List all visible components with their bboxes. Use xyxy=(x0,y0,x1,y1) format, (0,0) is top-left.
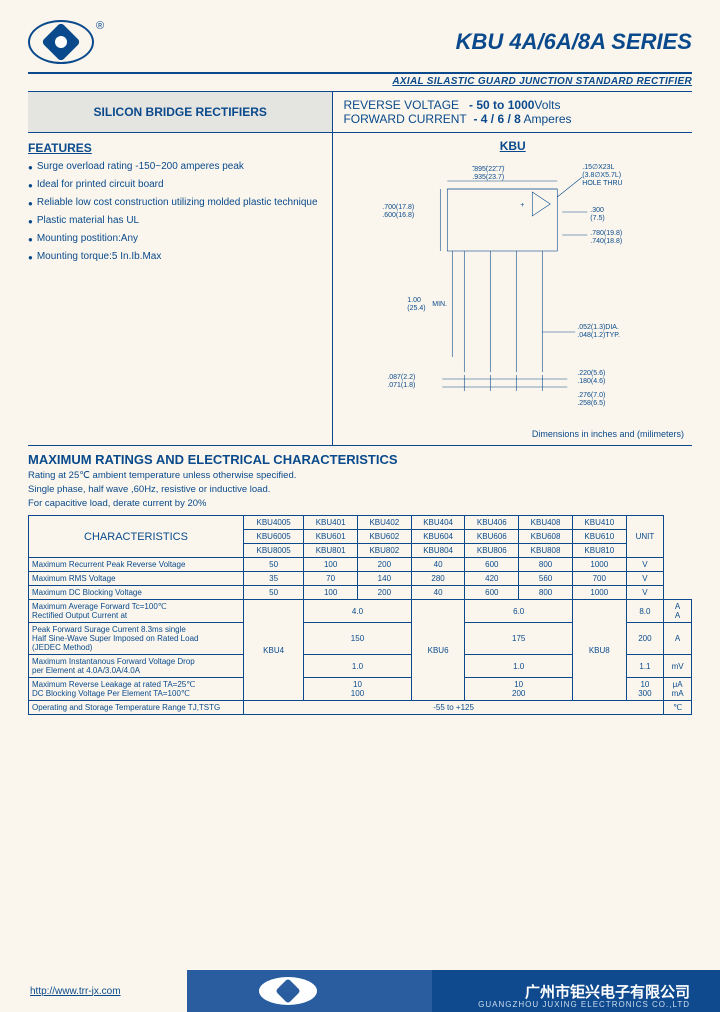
pn: KBU404 xyxy=(411,516,465,530)
footer-url[interactable]: http://www.trr-jx.com xyxy=(30,986,121,997)
pn: KBU802 xyxy=(357,544,411,558)
pn: KBU608 xyxy=(519,530,573,544)
rv-label: REVERSE VOLTAGE xyxy=(343,98,459,112)
note: Single phase, half wave ,60Hz, resistive… xyxy=(28,484,692,495)
svg-text:.15∅X23L: .15∅X23L xyxy=(583,164,615,171)
fc-unit: Amperes xyxy=(523,112,571,126)
section-heading: MAXIMUM RATINGS AND ELECTRICAL CHARACTER… xyxy=(28,452,692,467)
svg-text:MIN.: MIN. xyxy=(433,301,448,308)
feature-item: Plastic material has UL xyxy=(28,215,326,229)
company-logo xyxy=(28,20,94,64)
table-row: Maximum Average Forward Tc=100℃ Rectifie… xyxy=(29,600,692,623)
pn: KBU806 xyxy=(465,544,519,558)
svg-text:(3.8∅X5.7L): (3.8∅X5.7L) xyxy=(583,172,622,179)
svg-text:(7.5): (7.5) xyxy=(591,215,605,222)
dimension-drawing: + .935(23.7) .895(22.7) .15∅X23L (3.8∅X5… xyxy=(341,157,684,422)
svg-text:.600(16.8): .600(16.8) xyxy=(383,212,415,219)
pn: KBU6005 xyxy=(244,530,304,544)
feature-item: Mounting postition:Any xyxy=(28,233,326,247)
svg-text:.740(18.8): .740(18.8) xyxy=(591,238,623,245)
spec-table: CHARACTERISTICS KBU4005KBU401KBU402KBU40… xyxy=(28,515,692,715)
svg-text:.180(4.6): .180(4.6) xyxy=(578,378,606,385)
feature-item: Mounting torque:5 In.Ib.Max xyxy=(28,251,326,265)
table-row: Maximum DC Blocking Voltage5010020040600… xyxy=(29,586,692,600)
pn: KBU410 xyxy=(572,516,626,530)
rv-unit: Volts xyxy=(534,98,560,112)
svg-text:.258(6.5): .258(6.5) xyxy=(578,400,606,407)
pn: KBU804 xyxy=(411,544,465,558)
feature-item: Reliable low cost construction utilizing… xyxy=(28,197,326,211)
rv-val: - 50 to 1000 xyxy=(469,98,534,112)
diagram-label: KBU xyxy=(341,139,684,153)
content-row: FEATURES Surge overload rating -150~200 … xyxy=(28,133,692,446)
pn: KBU808 xyxy=(519,544,573,558)
pn: KBU401 xyxy=(304,516,358,530)
pn: KBU4005 xyxy=(244,516,304,530)
table-row: Operating and Storage Temperature Range … xyxy=(29,701,692,715)
pn: KBU810 xyxy=(572,544,626,558)
pn: KBU601 xyxy=(304,530,358,544)
pn: KBU801 xyxy=(304,544,358,558)
note: For capacitive load, derate current by 2… xyxy=(28,498,692,509)
svg-text:.048(1.2)TYP.: .048(1.2)TYP. xyxy=(578,332,621,339)
note: Rating at 25℃ ambient temperature unless… xyxy=(28,470,692,481)
svg-text:+: + xyxy=(521,202,525,209)
footer-company-en: GUANGZHOU JUXING ELECTRONICS CO.,LTD xyxy=(478,1000,690,1009)
features-panel: FEATURES Surge overload rating -150~200 … xyxy=(28,133,333,445)
svg-text:.087(2.2): .087(2.2) xyxy=(388,374,416,381)
svg-text:.220(5.6): .220(5.6) xyxy=(578,370,606,377)
svg-text:.052(1.3)DIA.: .052(1.3)DIA. xyxy=(578,324,620,331)
pn: KBU408 xyxy=(519,516,573,530)
footer-company-cn: 广州市钜兴电子有限公司 xyxy=(525,981,690,1002)
svg-text:.700(17.8): .700(17.8) xyxy=(383,204,415,211)
pn: KBU604 xyxy=(411,530,465,544)
svg-text:.780(19.8): .780(19.8) xyxy=(591,230,623,237)
unit-header: UNIT xyxy=(626,516,663,558)
features-heading: FEATURES xyxy=(28,141,326,155)
series-title: KBU 4A/6A/8A SERIES xyxy=(456,29,692,55)
svg-text:.895(22.7): .895(22.7) xyxy=(473,166,505,173)
pn: KBU402 xyxy=(357,516,411,530)
specs-summary: REVERSE VOLTAGE - 50 to 1000Volts FORWAR… xyxy=(333,92,692,132)
pn: KBU8005 xyxy=(244,544,304,558)
svg-text:.071(1.8): .071(1.8) xyxy=(388,382,416,389)
feature-item: Surge overload rating -150~200 amperes p… xyxy=(28,161,326,175)
svg-text:.276(7.0): .276(7.0) xyxy=(578,392,606,399)
pn: KBU602 xyxy=(357,530,411,544)
svg-text:.300: .300 xyxy=(591,207,605,214)
box-title: SILICON BRIDGE RECTIFIERS xyxy=(28,92,333,132)
svg-text:.935(23.7): .935(23.7) xyxy=(473,174,505,181)
subtitle: AXIAL SILASTIC GUARD JUNCTION STANDARD R… xyxy=(28,76,692,87)
fc-label: FORWARD CURRENT xyxy=(343,112,466,126)
char-header: CHARACTERISTICS xyxy=(29,516,244,558)
header-rule xyxy=(28,72,692,74)
logo-wrap: ® xyxy=(28,20,104,64)
pn: KBU606 xyxy=(465,530,519,544)
fc-val: - 4 / 6 / 8 xyxy=(473,112,520,126)
header-row: ® KBU 4A/6A/8A SERIES xyxy=(28,20,692,64)
svg-text:(25.4): (25.4) xyxy=(408,305,426,312)
feature-item: Ideal for printed circuit board xyxy=(28,179,326,193)
registered-mark: ® xyxy=(96,20,104,32)
table-row: Maximum RMS Voltage3570140280420560700V xyxy=(29,572,692,586)
pn: KBU610 xyxy=(572,530,626,544)
svg-text:HOLE THRU: HOLE THRU xyxy=(583,180,623,187)
footer: http://www.trr-jx.com 广州市钜兴电子有限公司 GUANGZ… xyxy=(0,970,720,1012)
mid-row: SILICON BRIDGE RECTIFIERS REVERSE VOLTAG… xyxy=(28,91,692,133)
svg-text:1.00: 1.00 xyxy=(408,297,422,304)
table-row: Maximum Recurrent Peak Reverse Voltage50… xyxy=(29,558,692,572)
diagram-caption: Dimensions in inches and (milimeters) xyxy=(341,429,684,439)
pn: KBU406 xyxy=(465,516,519,530)
page-content: ® KBU 4A/6A/8A SERIES AXIAL SILASTIC GUA… xyxy=(0,0,720,715)
footer-logo xyxy=(259,977,317,1005)
diagram-panel: KBU + .935(23.7) .895(22.7) .15∅X23L (3.… xyxy=(333,133,692,445)
